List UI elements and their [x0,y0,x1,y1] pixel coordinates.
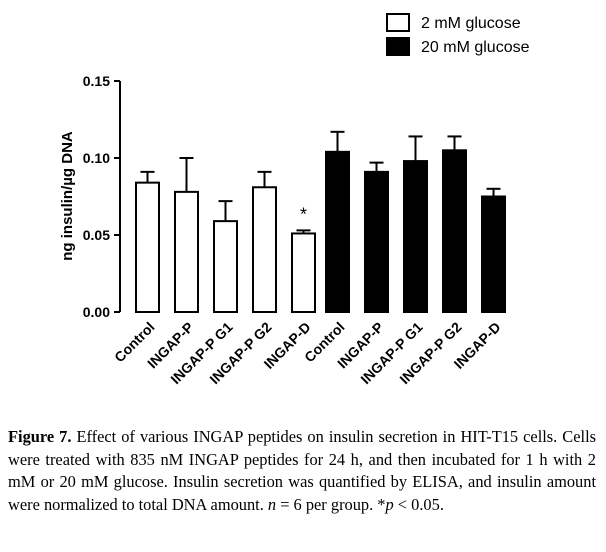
bar [213,220,238,313]
bar [252,186,277,313]
legend-swatch [386,13,410,32]
caption-n-variable: n [267,494,277,514]
legend-label: 2 mM glucose [421,15,521,32]
bar [325,150,350,313]
significance-marker: * [300,204,307,224]
bar [364,170,389,313]
y-tick-label: 0.00 [83,304,110,320]
bar [135,181,160,313]
legend-swatch [386,37,410,56]
caption-p-variable: p [385,494,394,514]
y-axis: 0.00 0.05 0.10 0.15 [83,73,121,320]
bars: * [135,130,506,314]
caption-label: Figure 7. [8,427,72,446]
bar [481,195,506,313]
y-tick-label: 0.10 [83,150,110,166]
bar [442,149,467,313]
y-tick-label: 0.05 [83,227,110,243]
caption-text-1: Effect of various INGAP peptides on insu… [8,427,597,514]
legend: 2 mM glucose 20 mM glucose [386,13,530,56]
bar [291,232,316,314]
y-tick-label: 0.15 [83,73,110,89]
legend-label: 20 mM glucose [421,39,530,56]
bar [174,190,199,314]
caption-text-3: < 0.05. [393,494,444,514]
y-axis-label: ng insulin/µg DNA [59,131,76,261]
bar [403,160,428,313]
figure-caption: Figure 7. Effect of various INGAP peptid… [8,426,596,516]
caption-text-2: = 6 per group. * [276,494,386,514]
